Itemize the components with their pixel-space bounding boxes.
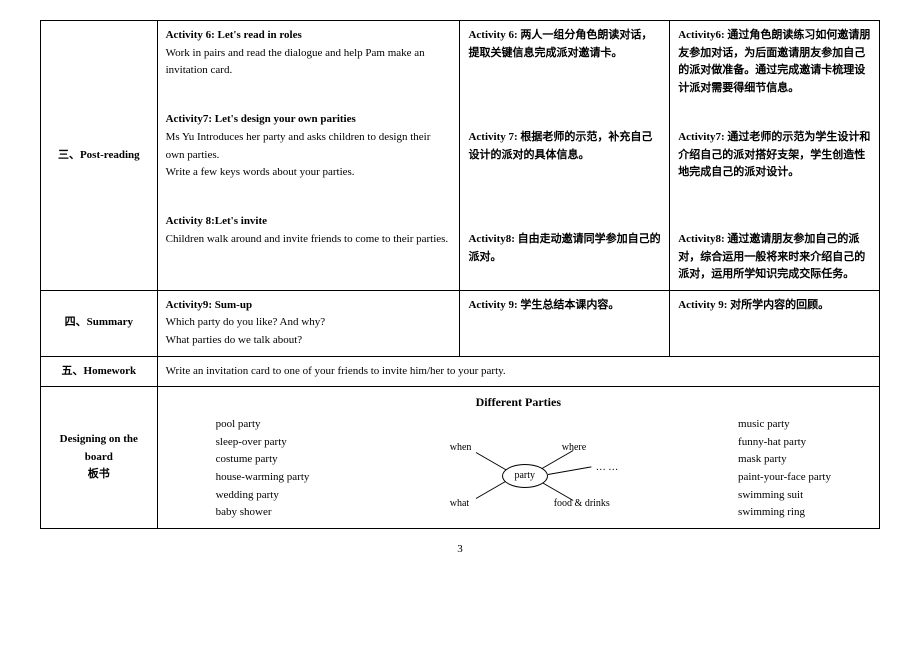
act6-title: Activity 6: Let's read in roles xyxy=(166,27,452,45)
lesson-plan-table: 三、Post-reading Activity 6: Let's read in… xyxy=(40,20,880,529)
act8-title: Activity 8:Let's invite xyxy=(166,213,452,231)
diagram-title: Different Parties xyxy=(166,393,871,412)
act6-c3: Activity 6: 两人一组分角色朗读对话，提取关键信息完成派对邀请卡。 xyxy=(468,29,652,59)
page-number: 3 xyxy=(40,543,880,555)
act8-c3: Activity8: 自由走动邀请同学参加自己的派对。 xyxy=(468,233,660,263)
section-board: Designing on the board 板书 xyxy=(41,387,158,529)
student-col: Activity 6: 两人一组分角色朗读对话，提取关键信息完成派对邀请卡。 A… xyxy=(460,21,670,291)
act9-c4: Activity 9: 对所学内容的回顾。 xyxy=(678,299,829,311)
act9-q2: What parties do we talk about? xyxy=(166,332,452,350)
party-list-left: pool party sleep-over party costume part… xyxy=(166,416,310,522)
act8-c4: Activity8: 通过邀请朋友参加自己的派对，综合运用一般将来时来介绍自己的… xyxy=(678,233,865,280)
act6-desc: Work in pairs and read the dialogue and … xyxy=(166,45,452,80)
act6-c4: Activity6: 通过角色朗读练习如何邀请朋友参加对话，为后面邀请朋友参加自… xyxy=(678,29,870,94)
act7-desc1: Ms Yu Introduces her party and asks chil… xyxy=(166,129,452,164)
act7-c3: Activity 7: 根据老师的示范，补充自己设计的派对的具体信息。 xyxy=(468,131,652,161)
section-summary: 四、Summary xyxy=(41,290,158,356)
homework-desc: Write an invitation card to one of your … xyxy=(157,356,879,387)
act9-q1: Which party do you like? And why? xyxy=(166,314,452,332)
party-diagram: when where … … what food & drinks party xyxy=(414,416,634,516)
party-list-right: music party funny-hat party mask party p… xyxy=(738,416,871,522)
board-content: Different Parties pool party sleep-over … xyxy=(157,387,879,529)
purpose-col: Activity6: 通过角色朗读练习如何邀请朋友参加对话，为后面邀请朋友参加自… xyxy=(670,21,880,291)
section-post-reading: 三、Post-reading xyxy=(41,21,158,291)
act8-desc: Children walk around and invite friends … xyxy=(166,231,452,249)
act9-c3: Activity 9: 学生总结本课内容。 xyxy=(468,299,619,311)
act7-desc2: Write a few keys words about your partie… xyxy=(166,164,452,182)
act9-title: Activity9: Sum-up xyxy=(166,297,452,315)
act7-title: Activity7: Let's design your own paritie… xyxy=(166,111,452,129)
act7-c4: Activity7: 通过老师的示范为学生设计和介绍自己的派对搭好支架，学生创造… xyxy=(678,131,870,178)
section-homework: 五、Homework xyxy=(41,356,158,387)
party-node: party xyxy=(502,464,548,488)
activities-col: Activity 6: Let's read in roles Work in … xyxy=(157,21,460,291)
